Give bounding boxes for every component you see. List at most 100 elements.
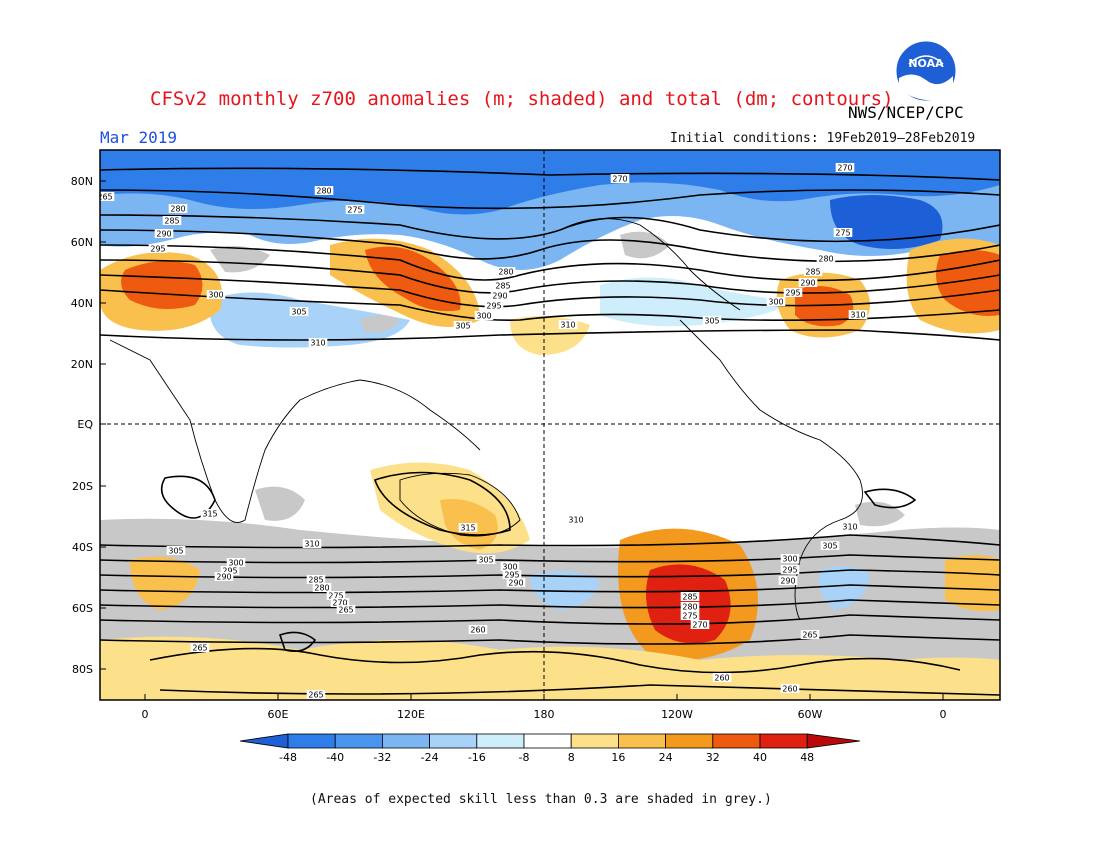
map-plot-area: 2802752702702652802852902953002802852902… xyxy=(97,150,1000,700)
colorbar-label: 16 xyxy=(611,751,625,764)
anomaly-negative-pacific xyxy=(600,277,800,327)
anomaly-positive-antarctic xyxy=(100,636,1000,700)
colorbar-right-arrow xyxy=(806,733,861,749)
lat-tick-label: 20N xyxy=(71,358,93,371)
contour-label: 305 xyxy=(455,322,470,331)
contour-label-bg xyxy=(476,555,496,564)
lon-tick-label: 0 xyxy=(940,708,947,721)
contour-label: 265 xyxy=(97,193,112,202)
colorbar-segment xyxy=(618,733,667,749)
contour-label-bg xyxy=(458,523,478,532)
contour-label-bg xyxy=(220,566,240,575)
contour-label: 305 xyxy=(168,547,183,556)
lat-tick-label: 80N xyxy=(71,175,93,188)
chart-title: CFSv2 monthly z700 anomalies (m; shaded)… xyxy=(150,88,894,110)
contour-label-bg xyxy=(336,605,356,614)
contour-label: 290 xyxy=(780,577,795,586)
colorbar-label: -32 xyxy=(373,751,391,764)
contour-label-bg xyxy=(680,602,700,611)
colorbar-segment xyxy=(570,733,619,749)
contour-label: 300 xyxy=(502,563,517,572)
contour-label: 270 xyxy=(612,175,627,184)
contour-label: 295 xyxy=(782,566,797,575)
colorbar-segment xyxy=(429,733,478,749)
contour-label-bg xyxy=(484,301,504,310)
lat-tick-label: 20S xyxy=(72,480,93,493)
contour-label: 295 xyxy=(486,302,501,311)
contour-label: 270 xyxy=(837,164,852,173)
colorbar-segment xyxy=(334,733,383,749)
colorbar-label: -48 xyxy=(279,751,297,764)
contour-label: 260 xyxy=(782,685,797,694)
contour-label: 300 xyxy=(476,312,491,321)
contour-label: 280 xyxy=(170,205,185,214)
contour-label-bg xyxy=(558,320,578,329)
skill-note: (Areas of expected skill less than 0.3 a… xyxy=(310,792,772,807)
contour-label: 285 xyxy=(805,268,820,277)
contour-label-bg xyxy=(308,338,328,347)
lon-tick-label: 60W xyxy=(798,708,823,721)
contour-label: 280 xyxy=(682,603,697,612)
contour-label: 260 xyxy=(470,626,485,635)
anomaly-positive-europe-core xyxy=(121,261,203,309)
lat-tick-label: 60N xyxy=(71,236,93,249)
contour-label: 260 xyxy=(714,674,729,683)
contour-label: 305 xyxy=(478,556,493,565)
contour-label-bg xyxy=(490,291,510,300)
contour-label: 305 xyxy=(291,308,306,317)
contour-label: 300 xyxy=(208,291,223,300)
contour-label: 270 xyxy=(692,621,707,630)
coastlines xyxy=(109,218,863,621)
contour-label: 305 xyxy=(822,542,837,551)
colorbar-segment xyxy=(759,733,808,749)
contour-label-bg xyxy=(798,278,818,287)
contour-label: 295 xyxy=(504,571,519,580)
contour-label-bg xyxy=(206,290,226,299)
contour-label-bg xyxy=(783,288,803,297)
contour-label: 265 xyxy=(308,691,323,700)
colorbar-label: 48 xyxy=(800,751,814,764)
contour-label-bg xyxy=(468,625,488,634)
contour-label: 305 xyxy=(704,317,719,326)
anomaly-positive-eu-east-core xyxy=(936,250,1000,316)
lon-tick-label: 120W xyxy=(661,708,693,721)
contour-label: 275 xyxy=(682,612,697,621)
contour-label-bg xyxy=(780,565,800,574)
lat-tick-label: EQ xyxy=(77,418,93,431)
colorbar-segment xyxy=(523,733,572,749)
contour-label: 280 xyxy=(316,187,331,196)
colorbar-segment xyxy=(476,733,525,749)
contour-label: 275 xyxy=(835,229,850,238)
contour-label-bg xyxy=(162,216,182,225)
contour-label-bg xyxy=(496,267,516,276)
contour-label-bg xyxy=(766,297,786,306)
contour-label: 285 xyxy=(164,217,179,226)
contour-label-bg xyxy=(816,254,836,263)
colorbar: -48 -40 -32 -24 -16 -8 8 16 24 32 40 48 xyxy=(239,733,861,764)
contour-label: 295 xyxy=(222,567,237,576)
initial-conditions: Initial conditions: 19Feb2019–28Feb2019 xyxy=(670,131,976,146)
contour-label: 265 xyxy=(802,631,817,640)
logo-text: NOAA xyxy=(908,57,944,70)
contour-label: 310 xyxy=(304,540,319,549)
contour-label: 275 xyxy=(347,206,362,215)
skill-mask-north xyxy=(210,231,670,333)
lat-tick-label: 40N xyxy=(71,297,93,310)
contour-label: 310 xyxy=(850,311,865,320)
contour-label-bg xyxy=(820,541,840,550)
forecast-month: Mar 2019 xyxy=(100,128,178,147)
contour-label-bg xyxy=(835,163,855,172)
contour-label-bg xyxy=(778,576,798,585)
contour-label-bg xyxy=(226,558,246,567)
contour-label: 300 xyxy=(768,298,783,307)
contour-label: 265 xyxy=(338,606,353,615)
contour-label: 270 xyxy=(332,599,347,608)
contour-label: 285 xyxy=(495,282,510,291)
contour-label-bg xyxy=(474,311,494,320)
contour-label-bg xyxy=(190,643,210,652)
contour-label: 290 xyxy=(216,573,231,582)
colorbar-segment xyxy=(665,733,714,749)
contour-label-bg xyxy=(566,515,586,524)
lat-tick-label: 80S xyxy=(72,663,93,676)
contour-label-bg xyxy=(168,204,188,213)
